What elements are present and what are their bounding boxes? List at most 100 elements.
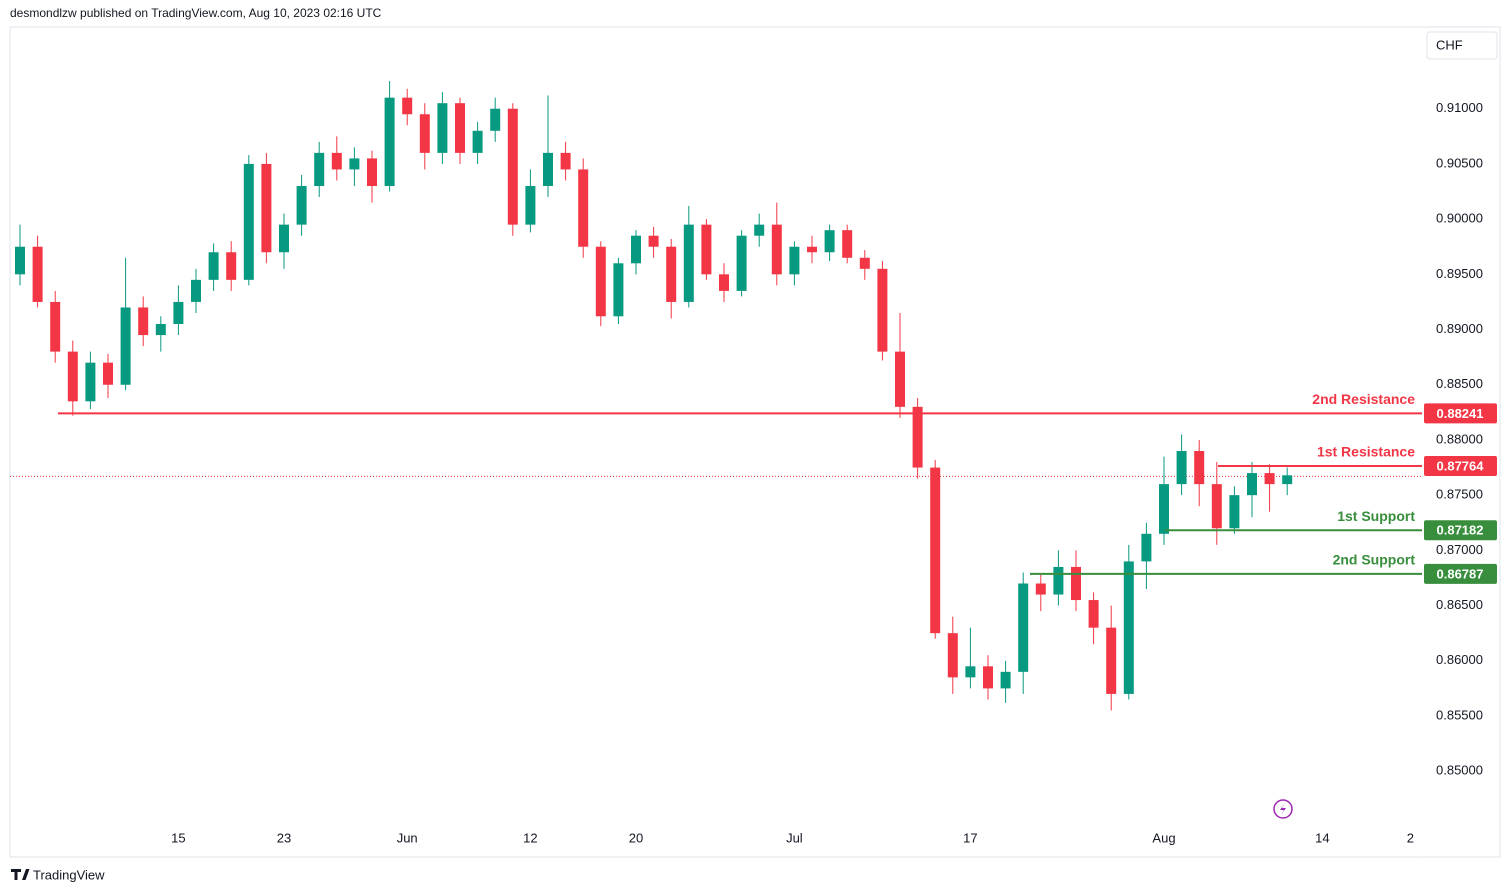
candle-body	[261, 163, 272, 253]
level-price: 0.87764	[1437, 458, 1485, 473]
y-tick-label: 0.90000	[1436, 211, 1483, 226]
candle-body	[930, 467, 941, 634]
y-tick-label: 0.90500	[1436, 155, 1483, 170]
candle-body	[279, 224, 289, 253]
level-tag	[1424, 456, 1497, 477]
y-tick-label: 0.89000	[1436, 321, 1483, 336]
currency-box	[1426, 31, 1498, 60]
candle-body	[859, 257, 870, 269]
candle-body	[1264, 473, 1275, 485]
candle-body	[525, 186, 536, 225]
level-tag	[1424, 520, 1497, 541]
candle-body	[455, 103, 465, 153]
candle-body	[173, 301, 184, 325]
candle-body	[666, 246, 677, 302]
candle-body	[754, 224, 765, 236]
candle-body	[349, 158, 360, 170]
candle-body	[15, 246, 25, 275]
candle-body	[243, 163, 254, 280]
candle-body	[1000, 671, 1011, 689]
candle-body	[683, 224, 694, 302]
candle-body	[1088, 600, 1099, 628]
y-tick-label: 0.85500	[1436, 707, 1483, 722]
candle-body	[543, 152, 553, 186]
level-price: 0.86787	[1437, 566, 1484, 581]
candle-body	[560, 152, 571, 170]
candle-body	[1053, 566, 1064, 595]
candle-body	[402, 97, 413, 115]
level-tag	[1424, 563, 1497, 584]
x-tick-label: 17	[963, 830, 977, 845]
x-tick-label: Jun	[397, 830, 418, 845]
x-tick-label: 15	[171, 830, 185, 845]
candle-body	[1159, 484, 1169, 534]
candle-body	[507, 108, 518, 225]
candle-body	[947, 633, 958, 678]
candle-body	[824, 230, 835, 253]
y-tick-label: 0.87000	[1436, 542, 1483, 557]
candle-body	[67, 351, 78, 402]
candle-body	[912, 406, 923, 468]
y-tick-label: 0.85000	[1436, 763, 1483, 778]
candle-body	[191, 279, 201, 302]
candle-body	[85, 362, 96, 402]
candle-body	[208, 252, 219, 280]
candle-body	[595, 246, 606, 317]
x-tick-label: 12	[523, 830, 537, 845]
currency-label: CHF	[1436, 37, 1463, 52]
y-tick-label: 0.86500	[1436, 597, 1483, 612]
candle-body	[983, 666, 993, 689]
y-tick-label: 0.89500	[1436, 266, 1483, 281]
candle-body	[648, 235, 659, 247]
candle-body	[842, 230, 853, 258]
event-bolt	[1280, 803, 1286, 815]
candle-body	[877, 268, 888, 352]
y-tick-label: 0.86000	[1436, 652, 1483, 667]
candle-body	[1018, 583, 1029, 672]
candle-body	[613, 263, 624, 317]
level-name: 2nd Resistance	[1312, 391, 1415, 407]
candle-body	[1071, 566, 1081, 601]
candle-body	[1194, 451, 1205, 485]
candle-body	[314, 152, 325, 186]
candle-body	[965, 666, 976, 678]
level-tag	[1424, 403, 1497, 424]
candle-body	[1176, 451, 1187, 485]
candle-body	[437, 103, 448, 153]
level-price: 0.87182	[1437, 523, 1484, 538]
x-tick-label: 14	[1315, 830, 1329, 845]
candle-body	[296, 186, 307, 225]
candle-body	[1106, 627, 1117, 694]
candle-body	[895, 351, 905, 407]
x-tick-label: Aug	[1152, 830, 1175, 845]
x-tick-label: 20	[629, 830, 643, 845]
candle-body	[807, 246, 817, 253]
candle-body	[578, 169, 589, 247]
candle-body	[789, 246, 800, 275]
level-name: 2nd Support	[1333, 552, 1416, 568]
candle-body	[490, 108, 501, 131]
candle-body	[719, 274, 729, 291]
event-icon	[1273, 799, 1293, 819]
candle-body	[1229, 495, 1240, 529]
candle-body	[155, 324, 166, 336]
candle-body	[226, 252, 237, 280]
candle-body	[1282, 475, 1293, 485]
brand-name: TradingView	[33, 867, 105, 882]
level-name: 1st Resistance	[1317, 444, 1415, 460]
candle-body	[1141, 533, 1152, 562]
candle-body	[736, 235, 747, 291]
candle-body	[120, 307, 131, 385]
candle-body	[419, 114, 430, 153]
level-price: 0.88241	[1437, 406, 1484, 421]
candle-body	[32, 246, 43, 302]
candle-body	[1211, 484, 1222, 529]
y-tick-label: 0.91000	[1436, 100, 1483, 115]
candle-body	[1247, 473, 1257, 496]
chart-frame	[9, 26, 1501, 858]
x-tick-label: 23	[277, 830, 291, 845]
candle-body	[631, 235, 641, 264]
y-tick-label: 0.88000	[1436, 431, 1483, 446]
publish-header: desmondlzw published on TradingView.com,…	[10, 6, 382, 20]
